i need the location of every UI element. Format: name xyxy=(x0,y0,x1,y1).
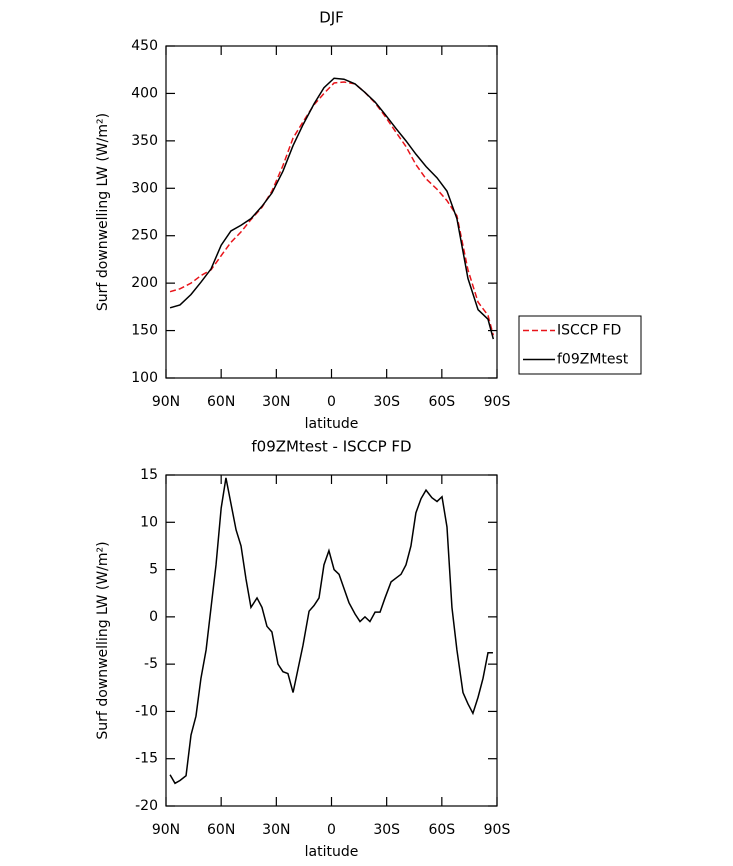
y-tick-label: 15 xyxy=(140,467,158,483)
x-tick-label: 60S xyxy=(428,394,455,410)
y-tick-label: -10 xyxy=(135,703,158,719)
y-axis-label: Surf downwelling LW (W/m²) xyxy=(95,113,111,311)
y-tick-label: 350 xyxy=(131,133,158,149)
x-axis-label: latitude xyxy=(305,416,359,432)
y-tick-label: -5 xyxy=(144,656,158,672)
x-tick-label: 90S xyxy=(484,822,511,838)
y-tick-label: 400 xyxy=(131,85,158,101)
x-tick-label: 30S xyxy=(373,394,400,410)
y-tick-label: 450 xyxy=(131,38,158,54)
y-tick-label: 10 xyxy=(140,514,158,530)
y-tick-label: 200 xyxy=(131,275,158,291)
x-tick-label: 90S xyxy=(484,394,511,410)
legend-label: f09ZMtest xyxy=(557,352,629,368)
plot-frame xyxy=(165,45,498,379)
data-line xyxy=(169,77,495,340)
legend-box xyxy=(518,315,642,375)
x-tick-label: 90N xyxy=(152,822,180,838)
x-tick-label: 0 xyxy=(327,822,336,838)
y-tick-label: 5 xyxy=(149,562,158,578)
data-line xyxy=(169,81,495,336)
x-axis-label: latitude xyxy=(305,844,359,860)
chart-title: f09ZMtest - ISCCP FD xyxy=(251,438,411,456)
y-tick-label: -20 xyxy=(135,798,158,814)
x-tick-label: 60N xyxy=(207,822,235,838)
legend-label: ISCCP FD xyxy=(557,323,621,339)
y-tick-label: 300 xyxy=(131,180,158,196)
x-tick-label: 30N xyxy=(262,822,290,838)
x-tick-label: 0 xyxy=(327,394,336,410)
y-tick-label: 250 xyxy=(131,228,158,244)
chart-title: DJF xyxy=(319,9,344,27)
x-tick-label: 30N xyxy=(262,394,290,410)
x-tick-label: 90N xyxy=(152,394,180,410)
y-tick-label: -15 xyxy=(135,751,158,767)
data-line xyxy=(169,477,493,785)
y-tick-label: 0 xyxy=(149,609,158,625)
y-tick-label: 100 xyxy=(131,370,158,386)
x-tick-label: 60N xyxy=(207,394,235,410)
x-tick-label: 30S xyxy=(373,822,400,838)
x-tick-label: 60S xyxy=(428,822,455,838)
y-axis-label: Surf downwelling LW (W/m²) xyxy=(95,541,111,739)
y-tick-label: 150 xyxy=(131,323,158,339)
